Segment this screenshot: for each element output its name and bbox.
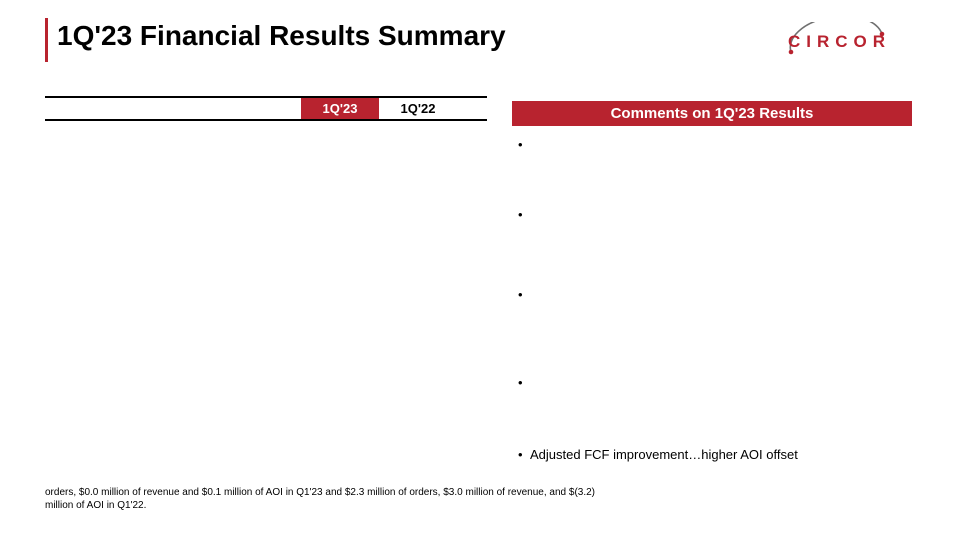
comments-panel: Comments on 1Q'23 Results •••••Adjusted … [512, 101, 912, 476]
bullet-dot-icon: • [512, 286, 530, 364]
table-row [45, 265, 487, 289]
table-row [45, 313, 487, 337]
table-row [45, 409, 487, 433]
bullet-item: • [512, 206, 912, 276]
bullet-text [530, 286, 912, 364]
table-row [45, 433, 487, 457]
bullet-item: • [512, 286, 912, 364]
table-row [45, 361, 487, 385]
table-row [45, 217, 487, 241]
bullet-dot-icon: • [512, 136, 530, 196]
comments-bullets: •••••Adjusted FCF improvement…higher AOI… [512, 136, 912, 466]
header-spacer [45, 98, 301, 119]
bullet-item: •Adjusted FCF improvement…higher AOI off… [512, 446, 912, 466]
period-current: 1Q'23 [301, 98, 379, 119]
bullet-text [530, 206, 912, 276]
table-row [45, 193, 487, 217]
bullet-dot-icon: • [512, 446, 530, 466]
brand-logo: CIRCOR [778, 22, 898, 62]
table-row [45, 241, 487, 265]
bullet-item: • [512, 136, 912, 196]
period-prior: 1Q'22 [379, 98, 457, 119]
bullet-text: Adjusted FCF improvement…higher AOI offs… [530, 446, 912, 466]
brand-name: CIRCOR [788, 32, 891, 52]
bullet-item: • [512, 374, 912, 436]
bullet-dot-icon: • [512, 374, 530, 436]
table-row [45, 169, 487, 193]
bullet-text [530, 136, 912, 196]
page-title: 1Q'23 Financial Results Summary [57, 20, 506, 52]
results-table: 1Q'23 1Q'22 [45, 96, 487, 457]
table-row [45, 337, 487, 361]
header-delta-spacer [457, 98, 487, 119]
slide: 1Q'23 Financial Results Summary CIRCOR 1… [0, 0, 960, 540]
bullet-dot-icon: • [512, 206, 530, 276]
table-period-header: 1Q'23 1Q'22 [45, 98, 487, 119]
table-row [45, 145, 487, 169]
table-row [45, 121, 487, 145]
bullet-text [530, 374, 912, 436]
comments-header: Comments on 1Q'23 Results [512, 101, 912, 126]
table-body [45, 121, 487, 457]
table-row [45, 385, 487, 409]
title-accent-bar [45, 18, 48, 62]
table-row [45, 289, 487, 313]
footnote: orders, $0.0 million of revenue and $0.1… [45, 486, 605, 512]
